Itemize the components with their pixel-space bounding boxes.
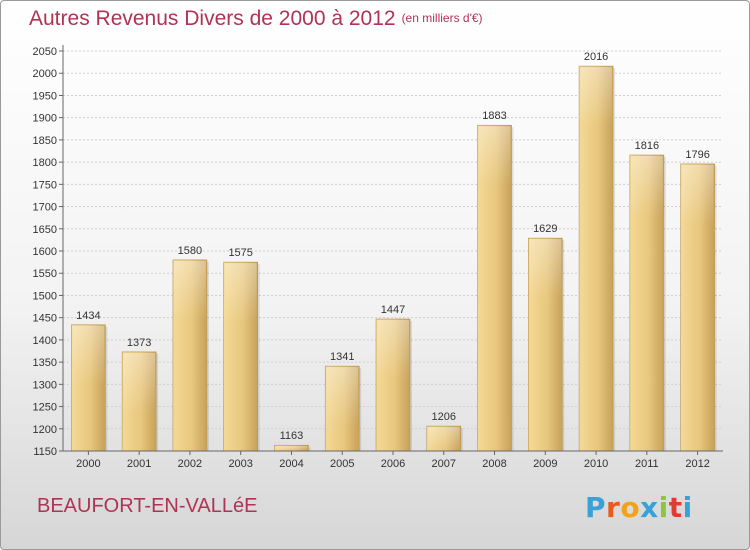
y-tick-label: 2050 bbox=[33, 46, 57, 58]
bar-value-label: 1206 bbox=[432, 411, 456, 423]
y-tick-label: 1550 bbox=[33, 268, 57, 280]
bar-highlight bbox=[427, 427, 460, 450]
y-tick-label: 1500 bbox=[33, 290, 57, 302]
y-tick-label: 1150 bbox=[33, 446, 57, 458]
x-tick-label: 2010 bbox=[584, 458, 608, 470]
logo-letter: i bbox=[658, 491, 669, 524]
labels-layer: 1434 2000 1373 2001 1580 2002 1575 2003 1163 2004… bbox=[76, 51, 710, 470]
y-tick-label: 1350 bbox=[33, 357, 57, 369]
logo-letter: o bbox=[620, 491, 641, 524]
logo-letter: i bbox=[682, 491, 693, 524]
location-name: BEAUFORT-EN-VALLéE bbox=[37, 495, 258, 517]
bar-highlight bbox=[123, 352, 156, 413]
bar-highlight bbox=[630, 156, 663, 216]
y-tick-label: 1650 bbox=[33, 224, 57, 236]
chart-title: Autres Revenus Divers de 2000 à 2012 (en … bbox=[29, 7, 483, 31]
bar-highlight bbox=[224, 263, 257, 324]
bar-highlight bbox=[173, 260, 206, 321]
y-tick-label: 1900 bbox=[33, 113, 57, 125]
logo-letter: r bbox=[606, 491, 621, 524]
bar-value-label: 1575 bbox=[228, 247, 252, 259]
x-tick-label: 2006 bbox=[381, 458, 405, 470]
bar-highlight bbox=[681, 164, 714, 225]
y-tick-label: 1250 bbox=[33, 402, 57, 414]
chart-title-text: Autres Revenus Divers de 2000 à 2012 bbox=[29, 7, 396, 30]
y-tick-label: 1300 bbox=[33, 379, 57, 391]
bar-value-label: 1580 bbox=[178, 245, 202, 257]
x-tick-label: 2012 bbox=[685, 458, 709, 470]
logo-letter: t bbox=[668, 491, 683, 524]
bars-layer bbox=[71, 65, 717, 452]
x-tick-label: 2003 bbox=[228, 458, 252, 470]
logo-letter: P bbox=[585, 491, 607, 524]
x-tick-label: 2004 bbox=[279, 458, 303, 470]
bar-highlight bbox=[326, 367, 359, 428]
bar-value-label: 1816 bbox=[635, 140, 659, 152]
y-tick-label: 1450 bbox=[33, 313, 57, 325]
proxiti-logo: Proxiti bbox=[585, 491, 693, 524]
x-tick-label: 2009 bbox=[533, 458, 557, 470]
bar-value-label: 1373 bbox=[127, 337, 151, 349]
bar-highlight bbox=[529, 239, 562, 300]
bar-highlight bbox=[275, 446, 308, 450]
bar-value-label: 1447 bbox=[381, 304, 405, 316]
y-tick-label: 1850 bbox=[33, 135, 57, 147]
bar-value-label: 1796 bbox=[685, 149, 709, 161]
axis-layer: 1150 1200 1250 1300 1350 1400 1450 1500 1550 1600… bbox=[33, 45, 723, 458]
y-tick-label: 1700 bbox=[33, 202, 57, 214]
x-tick-label: 2007 bbox=[432, 458, 456, 470]
logo-letter: x bbox=[640, 491, 659, 524]
bar-value-label: 1434 bbox=[76, 310, 100, 322]
y-tick-label: 2000 bbox=[33, 68, 57, 80]
x-tick-label: 2011 bbox=[635, 458, 659, 470]
bar-value-label: 2016 bbox=[584, 51, 608, 63]
bar-value-label: 1341 bbox=[330, 351, 354, 363]
chart-unit: (en milliers d'€) bbox=[401, 11, 483, 25]
x-tick-label: 2002 bbox=[178, 458, 202, 470]
y-tick-label: 1600 bbox=[33, 246, 57, 258]
bar-value-label: 1629 bbox=[533, 223, 557, 235]
bar-highlight bbox=[72, 325, 105, 386]
x-tick-label: 2005 bbox=[330, 458, 354, 470]
bar-value-label: 1163 bbox=[280, 430, 304, 442]
y-tick-label: 1750 bbox=[33, 179, 57, 191]
bar-highlight bbox=[580, 67, 613, 128]
bar-highlight bbox=[377, 320, 409, 380]
x-tick-label: 2001 bbox=[127, 458, 151, 470]
x-tick-label: 2008 bbox=[482, 458, 506, 470]
bar-value-label: 1883 bbox=[482, 110, 506, 122]
y-tick-label: 1200 bbox=[33, 424, 57, 436]
y-tick-label: 1950 bbox=[33, 90, 57, 102]
x-tick-label: 2000 bbox=[76, 458, 100, 470]
bar-highlight bbox=[478, 126, 511, 187]
y-tick-label: 1800 bbox=[33, 157, 57, 169]
y-tick-label: 1400 bbox=[33, 335, 57, 347]
